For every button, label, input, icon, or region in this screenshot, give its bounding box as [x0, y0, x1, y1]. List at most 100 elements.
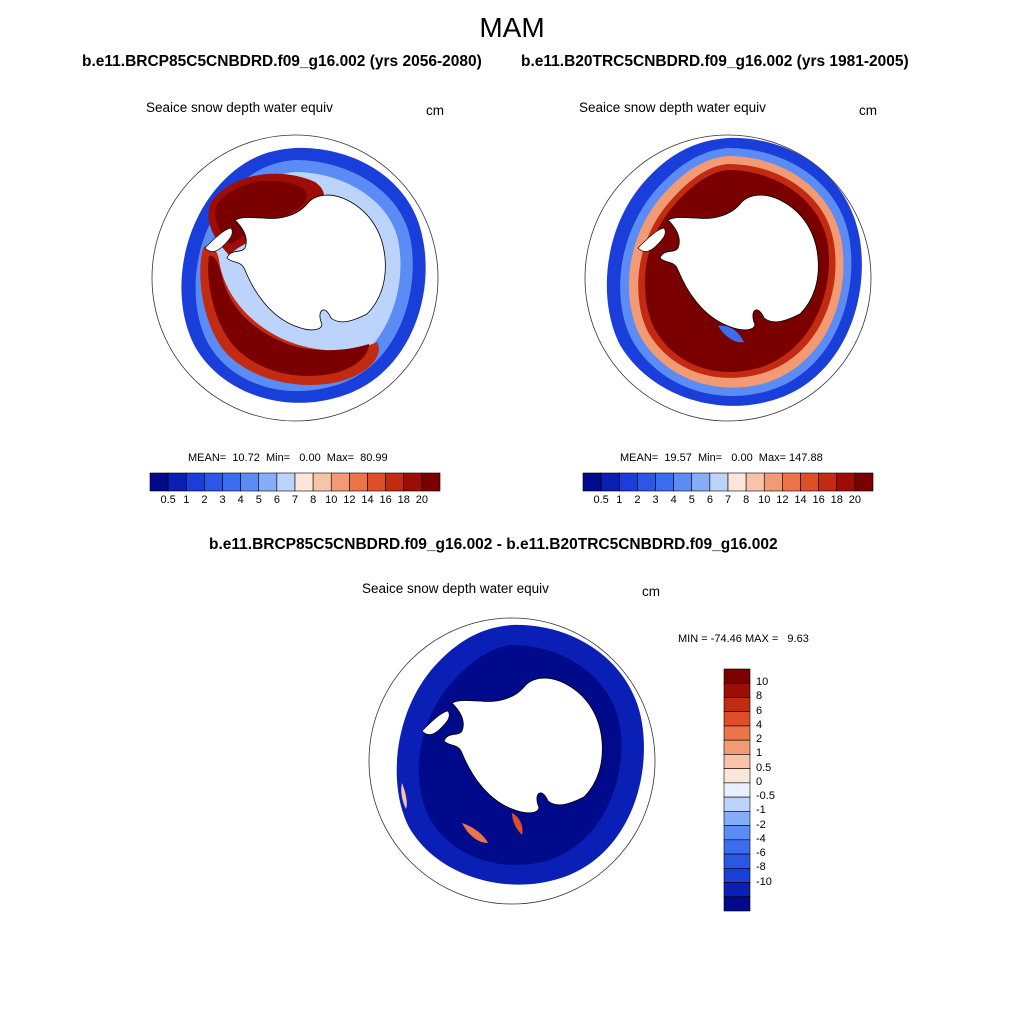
colorbar-swatch [723, 668, 751, 684]
stats-difference: MIN = -74.46 MAX = 9.63 [678, 633, 809, 645]
polar-map-difference [368, 617, 656, 905]
colorbar-tick-label: 12 [776, 494, 789, 506]
colorbar-tick-label: -2 [756, 818, 766, 831]
colorbar-swatch [185, 472, 205, 492]
colorbar-tick-label: 0.5 [160, 494, 176, 506]
colorbar-tick-label: 4 [237, 494, 244, 506]
colorbar-swatch [723, 768, 751, 784]
colorbar-swatch [723, 811, 751, 826]
colorbar-tick-label: 1 [756, 747, 763, 760]
coastal-blue-patch [718, 325, 744, 343]
colorbar-tick-label: -6 [756, 847, 766, 860]
colorbar-tick-label: 18 [830, 494, 843, 506]
colorbar-swatch [403, 472, 423, 492]
colorbar-tick-label: 1 [616, 494, 623, 506]
colorbar-swatch [222, 472, 241, 492]
colorbar-tick-label: 5 [255, 494, 262, 506]
colorbar-swatch [723, 739, 751, 755]
antarctic-peninsula [421, 710, 450, 735]
colorbar-swatch [421, 472, 441, 492]
colorbar-tick-label: 20 [415, 494, 428, 506]
colorbar-swatch [723, 867, 751, 883]
antarctica-continent [226, 194, 386, 331]
colorbar-swatch [258, 472, 278, 492]
antarctica-continent [659, 194, 819, 331]
colorbar-tick-label: 12 [343, 494, 356, 506]
colorbar-swatch [673, 472, 693, 492]
colorbar-tick-label: 6 [706, 494, 713, 506]
panel-title-future: b.e11.BRCP85C5CNBDRD.f09_g16.002 (yrs 20… [82, 53, 482, 70]
colorbar-swatch [723, 697, 751, 713]
colorbar-tick-label: 2 [634, 494, 641, 506]
colorbar-tick-label: -8 [756, 861, 766, 874]
figure-title: MAM [479, 12, 545, 43]
positive-anomaly-coast [512, 813, 523, 835]
colorbar-tick-label: 0 [756, 775, 763, 788]
colorbar-swatch [723, 853, 751, 869]
colorbar-tick-label: 7 [724, 494, 732, 506]
colorbar-swatch [582, 472, 602, 492]
colorbar-tick-label: 5 [688, 494, 695, 506]
colorbar-swatch [854, 472, 874, 492]
colorbar-tick-label: 0.5 [593, 494, 609, 506]
colorbar-swatch [818, 472, 838, 492]
colorbar-swatch [167, 472, 187, 492]
colorbar-tick-label: 3 [219, 494, 226, 506]
colorbar-swatch [723, 682, 751, 698]
colorbar-tick-label: -1 [756, 804, 766, 817]
colorbar-swatch [763, 472, 783, 492]
colorbar-tick-label: 18 [397, 494, 410, 506]
colorbar-swatch [723, 839, 751, 855]
colorbar-tick-label: -10 [756, 875, 772, 888]
colorbar-swatch [204, 472, 223, 492]
colorbar-tick-label: 6 [756, 704, 763, 717]
colorbar-tick-label: 10 [325, 494, 338, 506]
colorbar-swatch [330, 472, 350, 492]
colorbar-swatch [723, 882, 751, 898]
variable-label-historical: Seaice snow depth water equiv [579, 100, 766, 115]
panel-title-historical: b.e11.B20TRC5CNBDRD.f09_g16.002 (yrs 198… [521, 53, 909, 70]
colorbar-tick-label: 7 [291, 494, 299, 506]
antarctic-peninsula [637, 227, 666, 252]
colorbar-swatch [312, 472, 332, 492]
colorbar-swatch [709, 472, 729, 492]
colorbar-swatch [294, 472, 314, 492]
colorbar-swatch [727, 472, 747, 492]
colorbar-tick-label: 2 [201, 494, 208, 506]
colorbar-swatch [836, 472, 856, 492]
colorbar-tick-label: 8 [756, 690, 763, 703]
colorbar-tick-label: 14 [361, 494, 374, 506]
colorbar-tick-label: 8 [310, 494, 317, 506]
colorbar-swatch [349, 472, 368, 492]
stats-historical: MEAN= 19.57 Min= 0.00 Max= 147.88 [620, 452, 823, 464]
units-label-difference: cm [642, 584, 660, 599]
colorbar-swatch [385, 472, 405, 492]
colorbar-tick-label: 10 [756, 676, 769, 689]
colorbar-tick-label: 10 [758, 494, 771, 506]
polar-map-historical [584, 134, 872, 422]
colorbar-ticks-future: 0.5 1 2 3 4 5 6 7 8 10 12 14 16 18 20 [150, 494, 440, 508]
variable-label-difference: Seaice snow depth water equiv [362, 581, 549, 596]
colorbar-swatch [723, 796, 751, 812]
colorbar-tick-label: 0.5 [756, 761, 772, 774]
colorbar-swatch [276, 472, 296, 492]
polar-map-future [151, 134, 439, 422]
colorbar-tick-label: 4 [756, 718, 763, 731]
antarctic-peninsula [204, 227, 233, 252]
colorbar-swatch [367, 472, 386, 492]
colorbar-swatch [745, 472, 765, 492]
variable-label-future: Seaice snow depth water equiv [146, 100, 333, 115]
colorbar-swatch [723, 896, 751, 912]
antarctica-continent [443, 677, 603, 814]
colorbar-tick-label: -0.5 [756, 790, 775, 803]
colorbar-swatch [149, 472, 169, 492]
stats-future: MEAN= 10.72 Min= 0.00 Max= 80.99 [188, 452, 388, 464]
colorbar-swatch [600, 472, 620, 492]
colorbar-swatch [800, 472, 819, 492]
colorbar-future [149, 472, 441, 492]
colorbar-tick-label: 2 [756, 733, 763, 746]
colorbar-swatch [240, 472, 260, 492]
colorbar-swatch [723, 725, 751, 741]
units-label-future: cm [426, 103, 444, 118]
colorbar-swatch [618, 472, 638, 492]
